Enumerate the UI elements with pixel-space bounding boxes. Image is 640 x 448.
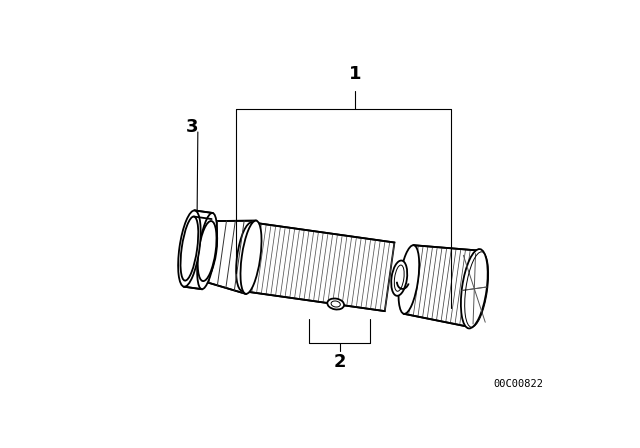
Ellipse shape	[461, 249, 488, 328]
Ellipse shape	[197, 213, 217, 289]
Polygon shape	[243, 222, 394, 311]
Ellipse shape	[327, 298, 344, 310]
Ellipse shape	[178, 211, 201, 287]
Polygon shape	[203, 221, 256, 294]
Ellipse shape	[180, 216, 198, 280]
Polygon shape	[203, 221, 211, 281]
Ellipse shape	[331, 301, 340, 307]
Ellipse shape	[391, 261, 407, 296]
Polygon shape	[184, 211, 212, 289]
Ellipse shape	[236, 222, 258, 291]
Ellipse shape	[399, 245, 419, 314]
Ellipse shape	[197, 221, 217, 281]
Text: 00C00822: 00C00822	[493, 379, 543, 389]
Ellipse shape	[198, 221, 216, 281]
Ellipse shape	[241, 220, 262, 294]
Text: 3: 3	[186, 118, 198, 136]
Text: 1: 1	[349, 65, 361, 83]
Polygon shape	[404, 245, 479, 327]
Ellipse shape	[394, 265, 404, 291]
Text: 2: 2	[333, 353, 346, 370]
